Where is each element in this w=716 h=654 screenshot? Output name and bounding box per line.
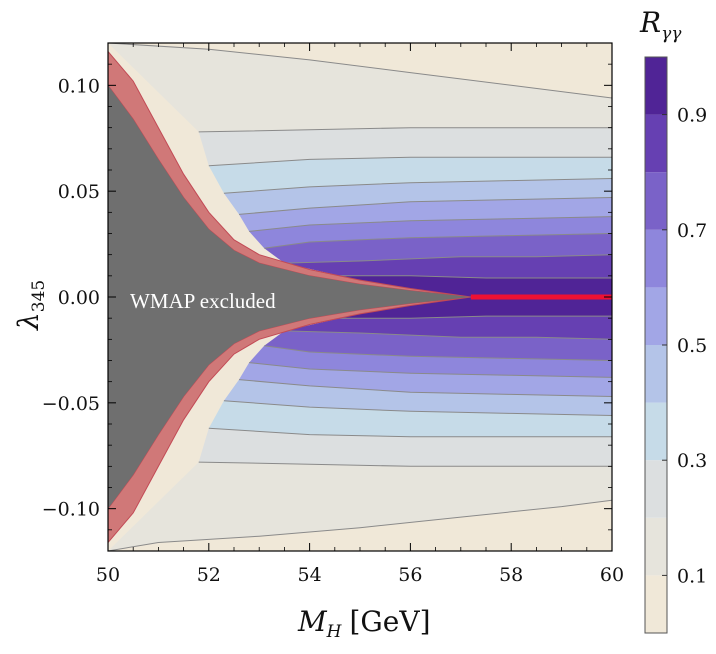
band-0.4 [223, 379, 612, 416]
y-tick-label: 0.05 [58, 181, 100, 203]
colorbar-segment [645, 57, 667, 115]
bands-upper [108, 43, 612, 297]
colorbar: 0.1 0.3 0.5 0.7 0.9 [644, 56, 707, 634]
contour-line-0.2 [198, 461, 612, 467]
contour-line-0.5 [238, 379, 612, 397]
band-0.2 [198, 428, 612, 467]
colorbar-segment [645, 402, 667, 461]
colorbar-segment [645, 575, 667, 633]
band-0.7 [264, 233, 612, 264]
colorbar-tick-label: 0.9 [677, 105, 707, 127]
contour-line-0.3 [208, 427, 612, 438]
colorbar-tick-label: 0.5 [677, 335, 707, 357]
contour-line-0.4 [223, 400, 612, 416]
wmap-excluded-region [108, 85, 471, 509]
colorbar-segment [645, 114, 667, 173]
x-axis-title: MH [GeV] [297, 605, 431, 642]
x-tick-label: 58 [499, 564, 523, 586]
contour-line-0.7 [264, 233, 612, 249]
colorbar-tick-label: 0.1 [677, 565, 707, 587]
contour-line-0.1 [108, 43, 612, 99]
colorbar-segment [645, 172, 667, 230]
band-0.2 [198, 127, 612, 166]
contour-line-0.8 [284, 254, 612, 264]
band-0.5 [239, 197, 612, 232]
band-0.3 [208, 400, 612, 437]
colorbar-segment [645, 229, 667, 288]
y-tick-label: 0.00 [58, 287, 100, 309]
band-0.1 [108, 462, 612, 551]
x-tick-label: 60 [600, 564, 624, 586]
bands-lower [108, 297, 612, 551]
contour-line-0.6 [249, 362, 612, 378]
y-axis: 0.10 0.05 0.00 −0.05 −0.10 [42, 63, 612, 531]
contour-line-0.6 [249, 216, 612, 232]
contour-line-0.8 [284, 330, 612, 340]
contour-line-0.7 [264, 345, 612, 361]
contour-line-0.1 [108, 499, 612, 551]
x-tick-label: 54 [298, 564, 322, 586]
y-tick-label: −0.10 [42, 499, 100, 521]
colorbar-segment [645, 345, 667, 403]
contour-line-0.3 [208, 156, 612, 167]
contour-line-0.4 [223, 178, 612, 194]
band-0.8 [284, 254, 612, 278]
band-0.3 [208, 157, 612, 194]
x-axis: 50 52 54 56 58 60 [96, 43, 624, 586]
plot-area [108, 43, 612, 551]
band-0.7 [264, 330, 612, 361]
y-tick-label: 0.10 [58, 75, 100, 97]
band-0.1 [108, 43, 612, 132]
x-tick-label: 52 [197, 564, 221, 586]
colorbar-tick-label: 0.7 [677, 220, 707, 242]
wmap-excluded-label: WMAP excluded [130, 289, 276, 313]
band-0.8 [284, 316, 612, 340]
band-0.5 [239, 362, 612, 397]
colorbar-segment [645, 517, 667, 576]
y-tick-label: −0.05 [42, 393, 100, 415]
y-axis-title: λ345 [12, 280, 49, 331]
contour-lines [108, 43, 612, 551]
contour-line-0.9 [339, 315, 612, 319]
contour-line-0.2 [198, 127, 612, 133]
contour-line-0.9 [339, 275, 612, 279]
x-tick-label: 56 [398, 564, 422, 586]
x-tick-label: 50 [96, 564, 120, 586]
colorbar-segment [645, 287, 667, 345]
colorbar-tick-label: 0.3 [677, 450, 707, 472]
contour-line-0.5 [238, 197, 612, 215]
colorbar-segment [645, 460, 667, 518]
band-0.4 [223, 178, 612, 215]
colorbar-title: Rγγ [639, 6, 682, 44]
